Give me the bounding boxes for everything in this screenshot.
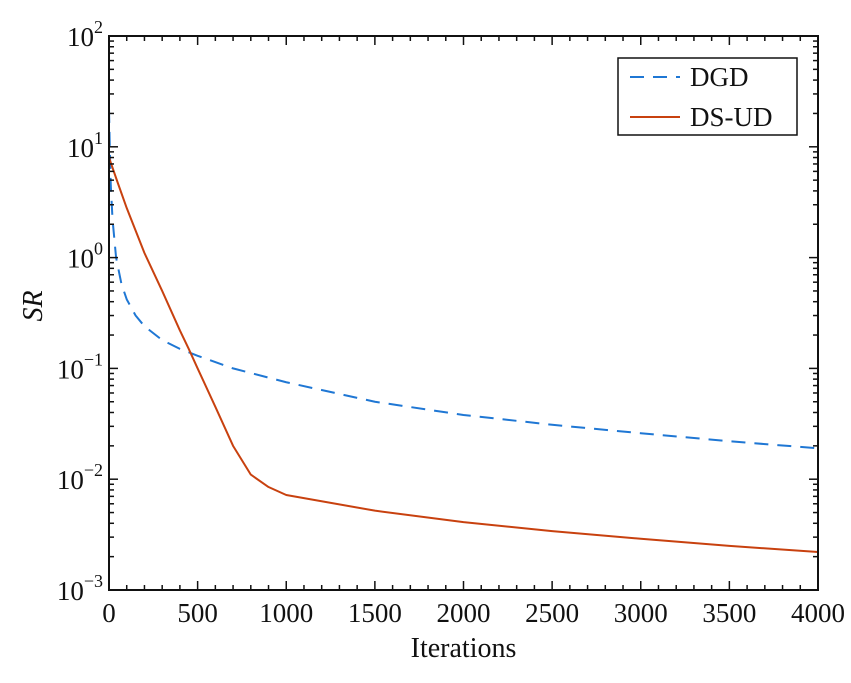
x-tick-label: 3500 <box>702 598 756 628</box>
y-tick-label: 10−3 <box>57 571 103 606</box>
y-tick-label: 10−2 <box>57 460 103 495</box>
y-tick-exponent: −1 <box>84 349 103 369</box>
x-tick-label: 4000 <box>791 598 845 628</box>
series-line-dgd <box>108 108 819 450</box>
plot-frame <box>108 35 819 591</box>
y-tick-exponent: 2 <box>94 17 103 37</box>
x-tick-label: 500 <box>177 598 218 628</box>
y-tick-label: 100 <box>67 239 103 274</box>
x-tick-label: 2000 <box>437 598 491 628</box>
y-tick-label: 102 <box>67 17 103 52</box>
x-tick-label: 3000 <box>614 598 668 628</box>
legend-box <box>617 57 798 136</box>
series-line-ds-ud <box>108 157 819 554</box>
x-tick-label: 1000 <box>259 598 313 628</box>
x-tick-label: 2500 <box>525 598 579 628</box>
x-axis-title: Iterations <box>411 633 517 664</box>
x-tick-label: 1500 <box>348 598 402 628</box>
y-tick-exponent: −3 <box>84 571 103 591</box>
y-tick-exponent: 1 <box>94 128 103 148</box>
y-tick-label: 101 <box>67 128 103 163</box>
y-tick-exponent: 0 <box>94 239 103 259</box>
y-tick-exponent: −2 <box>84 460 103 480</box>
legend: DGD DS-UD <box>617 57 798 136</box>
series-layer <box>108 108 819 554</box>
x-tick-label: 0 <box>102 598 116 628</box>
legend-label-ds-ud: DS-UD <box>690 102 773 132</box>
y-axis-title: SR <box>18 290 49 321</box>
y-tick-label: 10−1 <box>57 349 103 384</box>
legend-label-dgd: DGD <box>690 62 749 92</box>
x-tick-labels: 0 500 1000 1500 2000 2500 3000 3500 4000 <box>102 598 845 628</box>
